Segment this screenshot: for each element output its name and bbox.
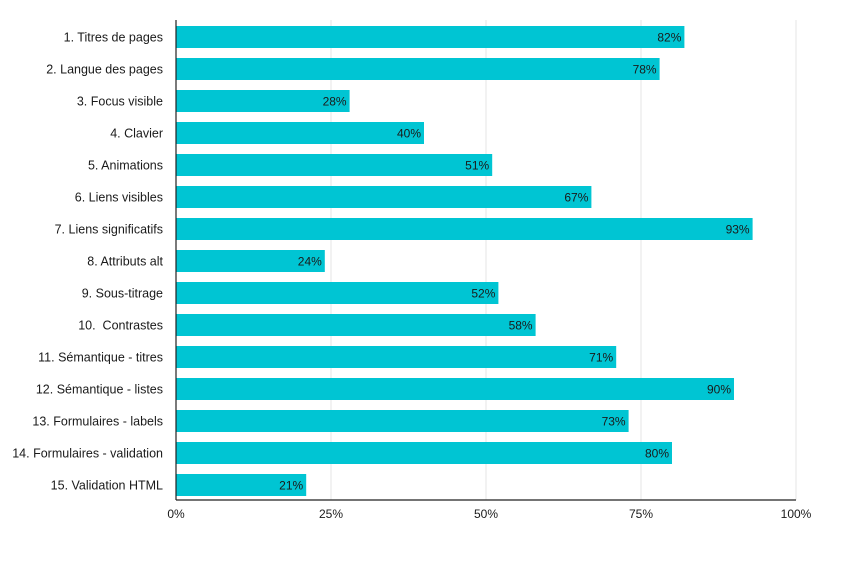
category-label-9: 9. Sous-titrage (82, 287, 163, 301)
bar-10 (176, 314, 536, 336)
category-label-12: 12. Sémantique - listes (36, 383, 163, 397)
bar-9 (176, 282, 499, 304)
bar-value-label-14: 80% (645, 447, 669, 461)
category-label-10: 10. Contrastes (78, 319, 163, 333)
bar-value-label-7: 93% (726, 223, 750, 237)
category-label-1: 1. Titres de pages (64, 31, 163, 45)
x-tick-label-0: 0% (167, 507, 185, 521)
category-label-11: 11. Sémantique - titres (38, 351, 163, 365)
bar-value-label-10: 58% (509, 319, 533, 333)
axes (175, 20, 796, 501)
bar-4 (176, 122, 424, 144)
category-label-13: 13. Formulaires - labels (32, 415, 163, 429)
bar-value-label-13: 73% (602, 415, 626, 429)
bar-value-label-3: 28% (323, 95, 347, 109)
category-label-5: 5. Animations (88, 159, 163, 173)
x-tick-label-50: 50% (474, 507, 498, 521)
bar-7 (176, 218, 753, 240)
bar-5 (176, 154, 493, 176)
category-label-2: 2. Langue des pages (46, 63, 163, 77)
bar-value-label-12: 90% (707, 383, 731, 397)
bar-value-label-11: 71% (589, 351, 613, 365)
x-tick-label-75: 75% (629, 507, 653, 521)
bar-value-label-9: 52% (471, 287, 495, 301)
category-label-14: 14. Formulaires - validation (12, 447, 163, 461)
bar-13 (176, 410, 629, 432)
bar-value-label-8: 24% (298, 255, 322, 269)
category-label-6: 6. Liens visibles (75, 191, 163, 205)
category-label-15: 15. Validation HTML (51, 479, 163, 493)
category-label-7: 7. Liens significatifs (55, 223, 163, 237)
bar-15 (176, 474, 307, 496)
bar-value-label-15: 21% (279, 479, 303, 493)
bar-8 (176, 250, 325, 272)
bar-2 (176, 58, 660, 80)
bar-1 (176, 26, 685, 48)
bar-14 (176, 442, 672, 464)
category-label-8: 8. Attributs alt (87, 255, 163, 269)
bar-11 (176, 346, 617, 368)
bar-6 (176, 186, 592, 208)
bar-value-label-5: 51% (465, 159, 489, 173)
bar-value-label-2: 78% (633, 63, 657, 77)
labels: 82% 1. Titres de pages 78% 2. Langue des pa… (12, 31, 811, 522)
bar-value-label-6: 67% (564, 191, 588, 205)
category-label-4: 4. Clavier (110, 127, 163, 141)
x-tick-label-100: 100% (781, 507, 812, 521)
category-label-3: 3. Focus visible (77, 95, 163, 109)
bar-value-label-4: 40% (397, 127, 421, 141)
bar-3 (176, 90, 350, 112)
bars (176, 26, 753, 496)
x-tick-label-25: 25% (319, 507, 343, 521)
bar-12 (176, 378, 734, 400)
bar-value-label-1: 82% (657, 31, 681, 45)
